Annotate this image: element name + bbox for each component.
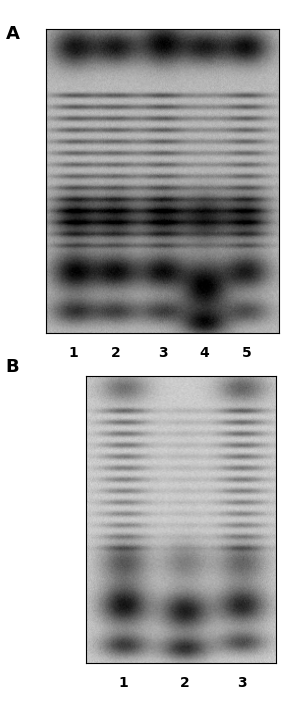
Text: 4: 4 [200,346,209,361]
Text: B: B [6,358,19,376]
Text: 2: 2 [111,346,121,361]
Text: 1: 1 [69,346,79,361]
Text: 3: 3 [237,676,247,690]
Text: 2: 2 [180,676,190,690]
Text: 1: 1 [119,676,129,690]
Text: A: A [6,25,20,43]
Text: 5: 5 [242,346,251,361]
Text: 3: 3 [158,346,167,361]
